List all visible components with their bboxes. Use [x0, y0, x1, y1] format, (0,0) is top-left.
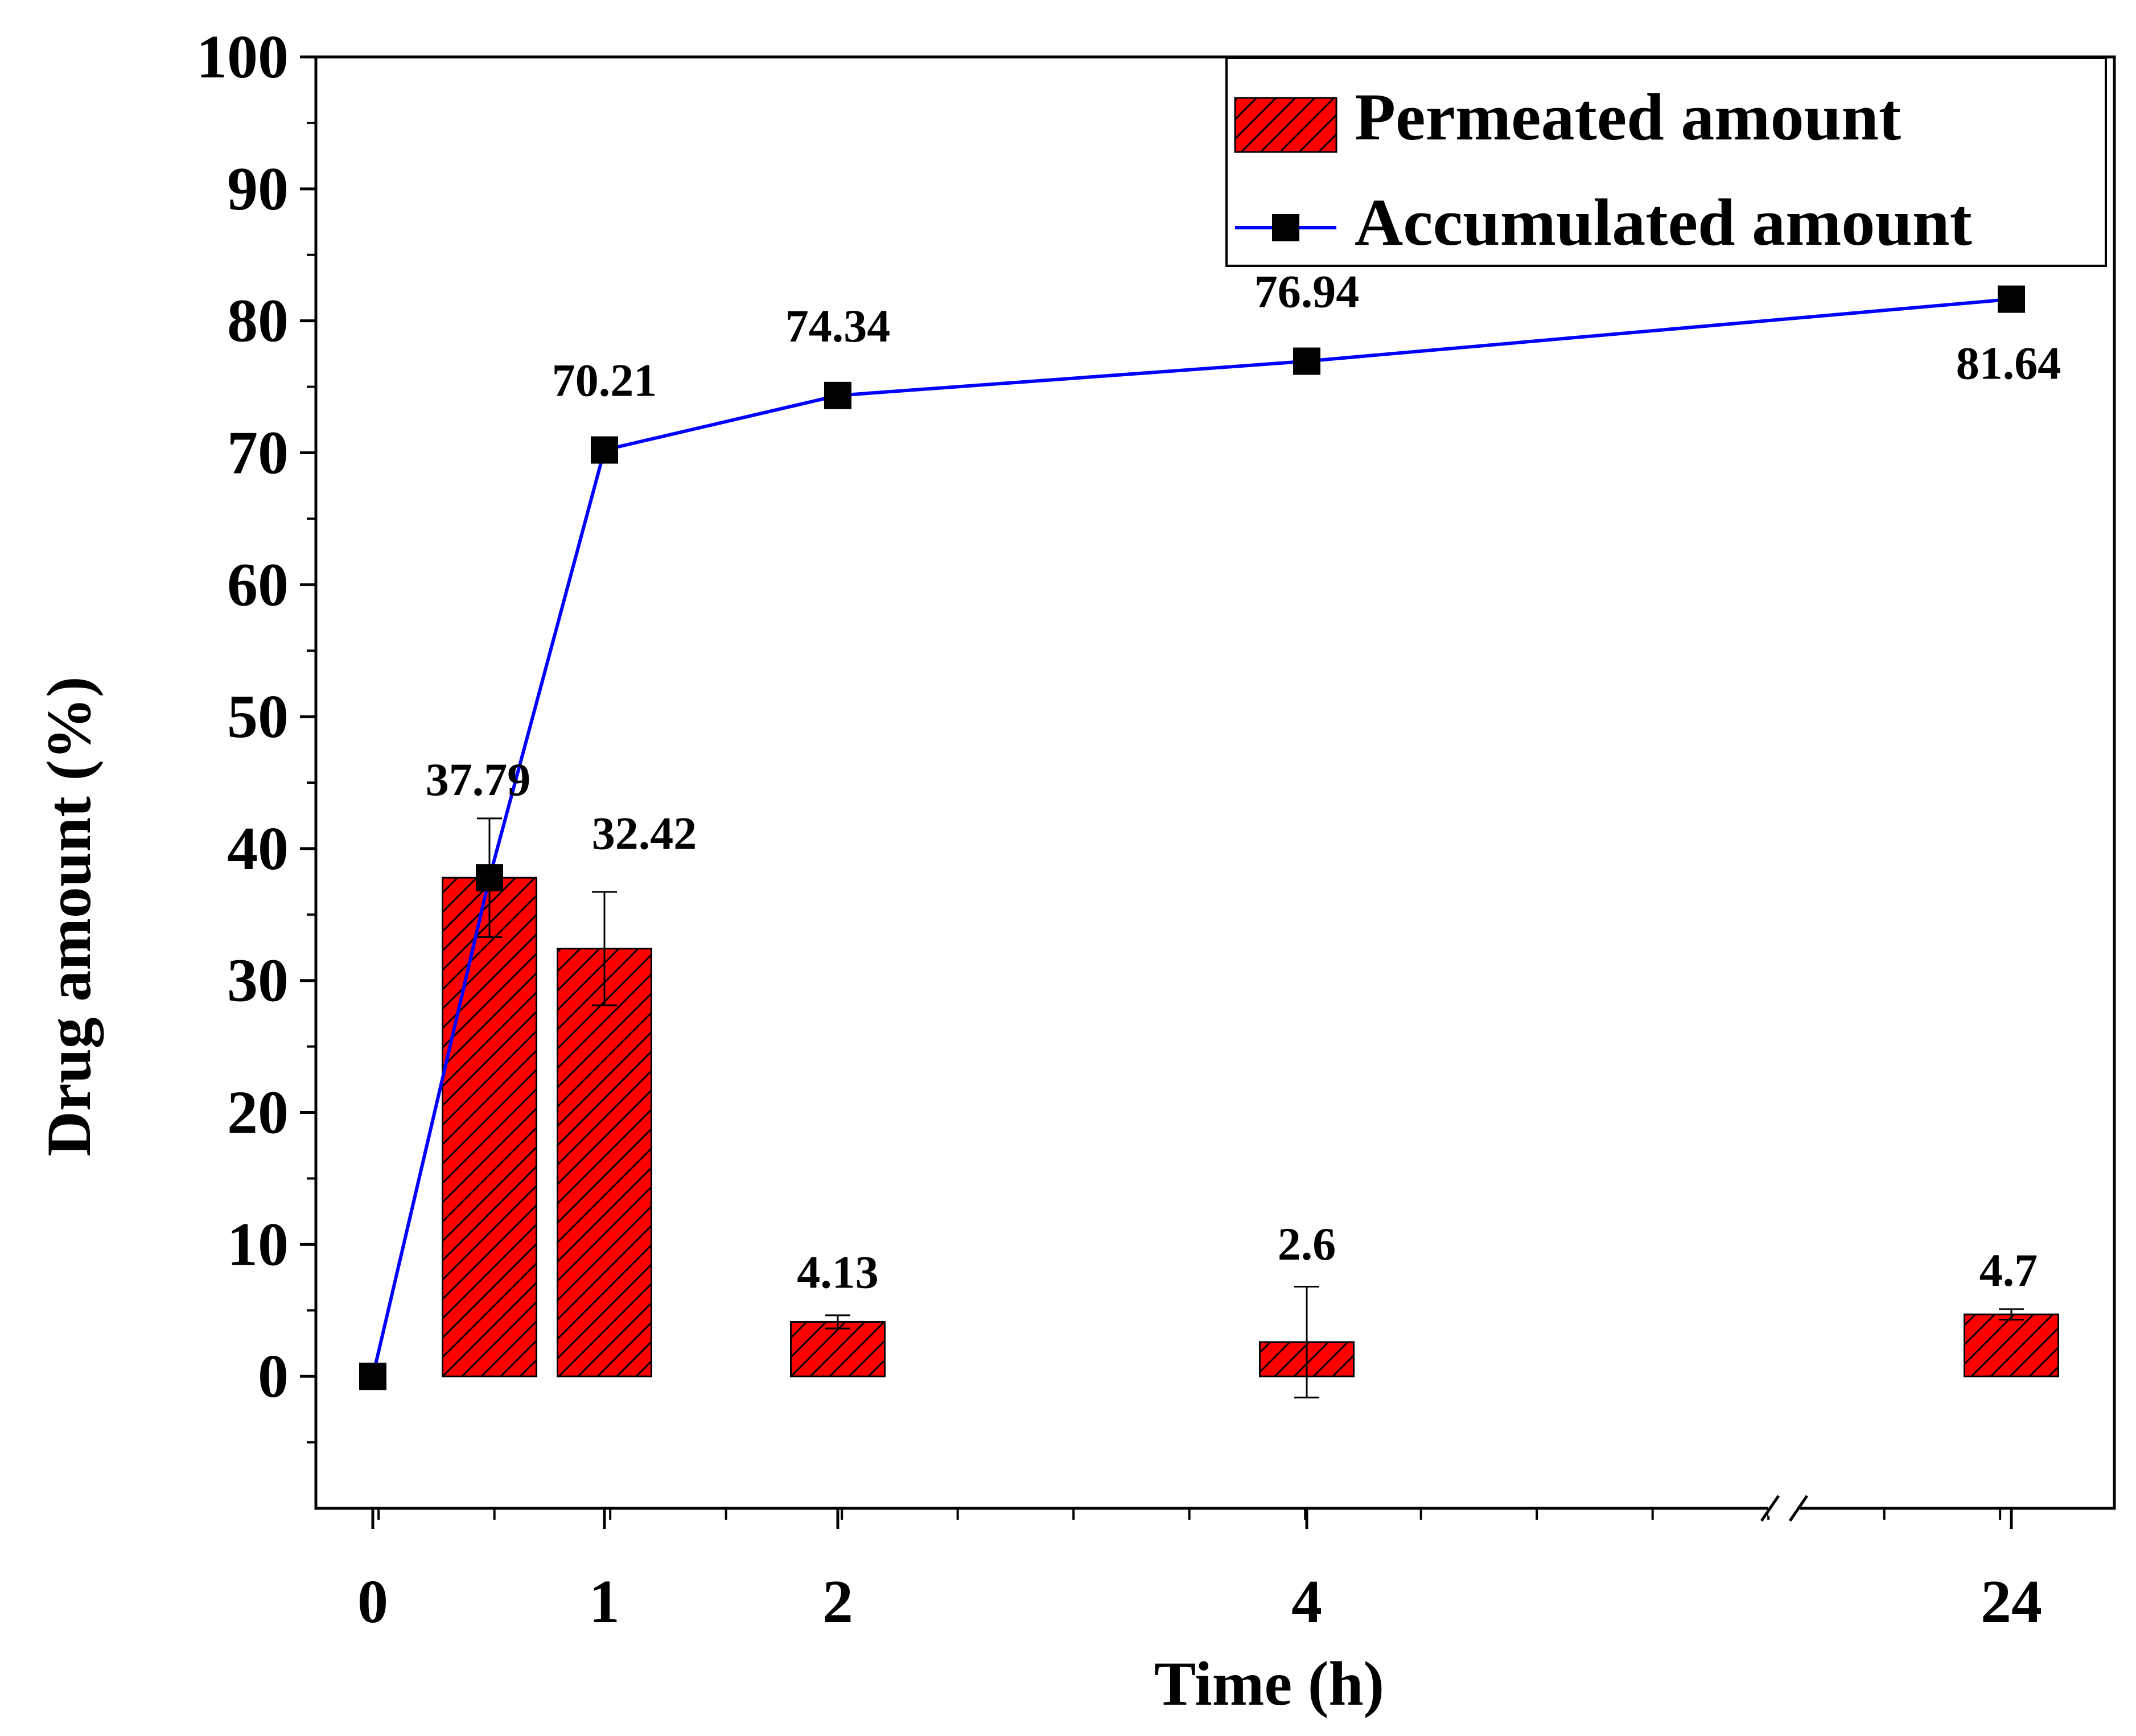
line-data-label: 76.94	[1254, 266, 1360, 318]
y-tick-label: 20	[227, 1079, 289, 1147]
legend-label-permeated: Permeated amount	[1355, 80, 1901, 154]
axis-break-mark	[1788, 1495, 1809, 1522]
legend-bar-swatch	[1234, 97, 1337, 153]
y-tick-label: 80	[227, 287, 289, 355]
y-tick-label: 100	[196, 23, 289, 91]
data-labels: 37.79 70.21 74.34 76.94 81.64 32.42 4.13 2.6 4.7	[426, 266, 2061, 1298]
bar	[1964, 1313, 2059, 1377]
line-data-label: 37.79	[426, 754, 531, 805]
axis-break-mark	[1760, 1495, 1780, 1522]
y-tick-label: 70	[227, 419, 289, 487]
bar-data-label: 4.13	[797, 1246, 879, 1298]
line-series	[359, 285, 2025, 1391]
line-marker	[1293, 347, 1320, 375]
x-tick-label: 1	[589, 1568, 620, 1636]
y-tick-label: 50	[227, 683, 289, 751]
y-tick-label: 10	[227, 1211, 289, 1278]
legend-square-marker	[1272, 214, 1299, 241]
y-tick-label: 60	[227, 551, 289, 619]
line-marker	[359, 1363, 386, 1391]
bar	[790, 1320, 886, 1377]
accumulated-line	[371, 297, 2012, 1377]
line-marker	[824, 381, 851, 409]
y-tick-label: 30	[227, 947, 289, 1015]
legend-label-accumulated: Accumulated amount	[1355, 185, 1972, 260]
line-data-label: 74.34	[785, 300, 891, 352]
legend-box	[1225, 57, 2107, 267]
line-data-label: 81.64	[1956, 338, 2061, 389]
bar-data-label: 4.7	[1979, 1244, 2038, 1296]
bar-data-label: 2.6	[1278, 1218, 1336, 1270]
y-axis-title: Drug amount (%)	[34, 676, 104, 1156]
x-axis-title: Time (h)	[1154, 1649, 1384, 1718]
y-tick-label: 40	[227, 815, 289, 883]
x-tick-label: 2	[822, 1568, 853, 1636]
x-tick-label: 24	[1981, 1568, 2042, 1636]
x-tick-label: 0	[357, 1568, 388, 1636]
line-data-label: 70.21	[552, 355, 657, 406]
bars	[442, 817, 2059, 1398]
bar	[442, 877, 537, 1377]
y-tick-label: 0	[258, 1343, 289, 1410]
bar-data-label: 32.42	[592, 808, 697, 859]
legend: Permeated amount Accumulated amount	[1225, 57, 2107, 267]
line-marker	[1998, 285, 2025, 313]
line-marker	[476, 864, 503, 892]
line-marker	[591, 436, 618, 464]
bar	[557, 948, 652, 1377]
x-tick-label: 4	[1291, 1568, 1322, 1636]
y-tick-label: 90	[227, 155, 289, 223]
